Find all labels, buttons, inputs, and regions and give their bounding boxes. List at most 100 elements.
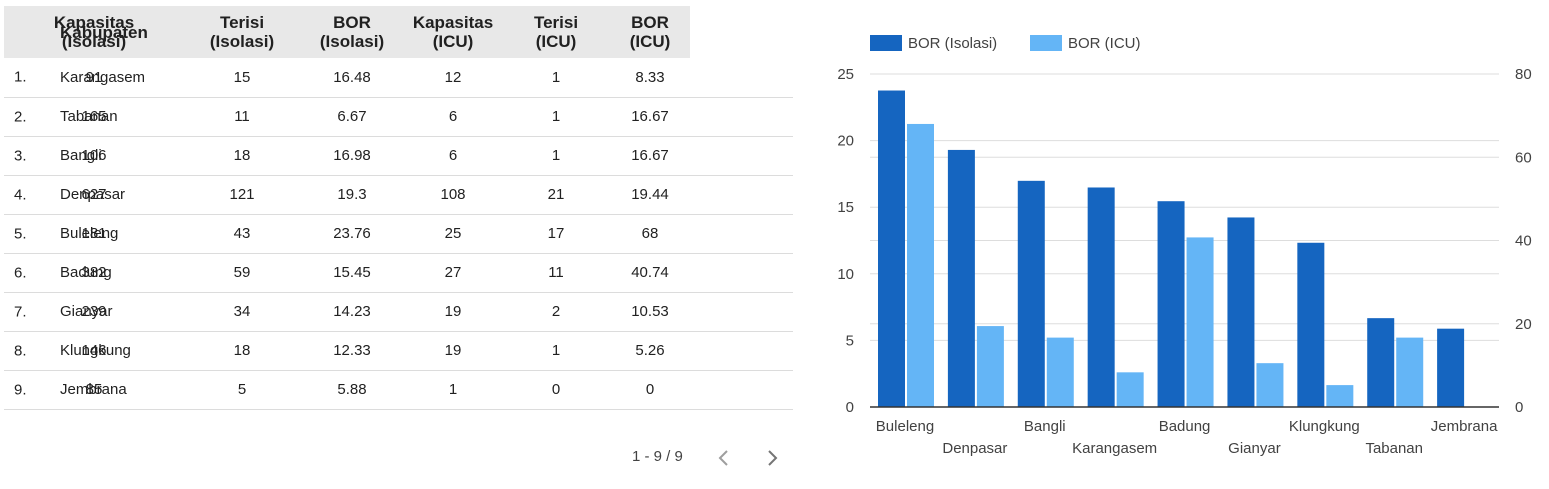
- x-category-label: Badung: [1159, 418, 1211, 435]
- table-row[interactable]: 4. Denpasar 627 121 19.3 108 21 19.44: [4, 175, 793, 214]
- cell-kap-iso: 106: [81, 147, 107, 164]
- cell-ter-iso: 121: [229, 186, 255, 203]
- row-number: 7.: [14, 303, 27, 320]
- table-row[interactable]: 5. Buleleng 181 43 23.76 25 17 68: [4, 214, 793, 253]
- bar-bor-icu: [1256, 363, 1284, 407]
- header-terisi-isolasi[interactable]: Terisi (Isolasi): [209, 13, 275, 51]
- x-category-label: Karangasem: [1072, 440, 1157, 457]
- cell-ter-iso: 18: [233, 342, 251, 359]
- x-category-label: Tabanan: [1365, 440, 1423, 457]
- cell-kap-iso: 146: [81, 342, 107, 359]
- row-number: 2.: [14, 108, 27, 125]
- chevron-right-icon[interactable]: [760, 446, 784, 470]
- cell-kap-icu: 1: [448, 381, 458, 398]
- cell-ter-iso: 34: [233, 303, 251, 320]
- cell-ter-iso: 5: [237, 381, 247, 398]
- table-row[interactable]: 8. Klungkung 146 18 12.33 19 1 5.26: [4, 331, 793, 370]
- header-bor-icu[interactable]: BOR (ICU): [629, 13, 671, 51]
- row-name: Bangli: [60, 147, 102, 164]
- cell-kap-icu: 19: [444, 303, 462, 320]
- cell-bor-iso: 23.76: [333, 225, 371, 242]
- y-right-tick-label: 20: [1515, 316, 1532, 333]
- cell-bor-icu: 16.67: [631, 108, 669, 125]
- row-number: 5.: [14, 225, 27, 242]
- table-row[interactable]: 3. Bangli 106 18 16.98 6 1 16.67: [4, 136, 793, 175]
- y-right-tick-label: 80: [1515, 66, 1532, 83]
- pagination-label: 1 - 9 / 9: [632, 448, 683, 465]
- cell-bor-iso: 19.3: [337, 186, 367, 203]
- cell-kap-icu: 25: [444, 225, 462, 242]
- cell-bor-iso: 12.33: [333, 342, 371, 359]
- legend-swatch: [870, 35, 902, 51]
- table-row[interactable]: 9. Jembrana 85 5 5.88 1 0 0: [4, 370, 793, 409]
- y-left-tick-label: 10: [837, 266, 854, 283]
- y-left-tick-label: 5: [846, 332, 854, 349]
- row-number: 1.: [14, 68, 27, 86]
- bar-bor-icu: [1046, 337, 1074, 407]
- bar-bor-isolasi: [878, 90, 905, 408]
- cell-kap-iso: 85: [85, 381, 103, 398]
- table-row[interactable]: 2. Tabanan 165 11 6.67 6 1 16.67: [4, 97, 793, 136]
- table-row[interactable]: 6. Badung 382 59 15.45 27 11 40.74: [4, 253, 793, 292]
- row-name: Karangasem: [60, 68, 146, 86]
- cell-ter-icu: 1: [551, 68, 561, 86]
- cell-kap-iso: 239: [81, 303, 107, 320]
- cell-bor-icu: 16.67: [631, 147, 669, 164]
- x-category-label: Buleleng: [876, 418, 934, 435]
- legend-label: BOR (Isolasi): [908, 35, 997, 52]
- cell-bor-icu: 0: [645, 381, 655, 398]
- row-name: Badung: [60, 264, 112, 281]
- cell-bor-iso: 6.67: [337, 108, 367, 125]
- y-left-tick-label: 25: [837, 66, 854, 83]
- cell-kap-iso: 181: [81, 225, 107, 242]
- x-category-label: Denpasar: [942, 440, 1007, 457]
- cell-kap-iso: 627: [81, 186, 107, 203]
- cell-kap-icu: 6: [448, 147, 458, 164]
- x-category-label: Gianyar: [1228, 440, 1281, 457]
- table-row[interactable]: 7. Gianyar 239 34 14.23 19 2 10.53: [4, 292, 793, 331]
- legend-swatch: [1030, 35, 1062, 51]
- bar-bor-isolasi: [1227, 217, 1255, 407]
- header-terisi-icu[interactable]: Terisi (ICU): [533, 13, 579, 51]
- table-row[interactable]: 1. Karangasem 91 15 16.48 12 1 8.33: [4, 58, 793, 97]
- y-right-tick-label: 60: [1515, 149, 1532, 166]
- bar-bor-isolasi: [947, 149, 975, 407]
- row-name: Denpasar: [60, 186, 126, 203]
- cell-ter-iso: 59: [233, 264, 251, 281]
- cell-ter-icu: 1: [551, 108, 561, 125]
- row-name: Jembrana: [60, 381, 127, 398]
- cell-bor-icu: 8.33: [635, 68, 665, 86]
- cell-ter-icu: 1: [551, 147, 561, 164]
- row-name: Buleleng: [60, 225, 119, 242]
- x-category-label: Klungkung: [1289, 418, 1360, 435]
- row-name: Tabanan: [60, 108, 118, 125]
- row-number: 6.: [14, 264, 27, 281]
- bor-table: Kabupaten Kapasitas (Isolasi) Terisi (Isol…: [4, 6, 793, 410]
- cell-bor-iso: 15.45: [333, 264, 371, 281]
- cell-bor-iso: 16.48: [333, 68, 371, 86]
- cell-ter-iso: 43: [233, 225, 251, 242]
- header-bor-isolasi[interactable]: BOR (Isolasi): [319, 13, 385, 51]
- cell-ter-icu: 2: [551, 303, 561, 320]
- cell-kap-icu: 108: [440, 186, 466, 203]
- legend-label: BOR (ICU): [1068, 35, 1141, 52]
- cell-ter-iso: 18: [233, 147, 251, 164]
- cell-kap-icu: 12: [444, 68, 462, 86]
- bar-bor-icu: [1396, 337, 1424, 407]
- cell-bor-icu: 68: [641, 225, 659, 242]
- bar-bor-icu: [1186, 237, 1214, 407]
- cell-bor-iso: 16.98: [333, 147, 371, 164]
- cell-kap-icu: 19: [444, 342, 462, 359]
- row-number: 3.: [14, 147, 27, 164]
- cell-ter-icu: 0: [551, 381, 561, 398]
- y-right-tick-label: 0: [1515, 399, 1523, 416]
- bor-bar-chart: 0 5 10 15 20 25 0 20 40 60 80 Buleleng Denpasar Bangl…: [820, 20, 1549, 484]
- cell-ter-iso: 11: [234, 108, 250, 125]
- chevron-left-icon[interactable]: [712, 446, 736, 470]
- cell-bor-iso: 14.23: [333, 303, 371, 320]
- cell-bor-icu: 10.53: [631, 303, 669, 320]
- header-kapasitas-isolasi[interactable]: Kapasitas (Isolasi): [53, 13, 135, 51]
- header-kapasitas-icu[interactable]: Kapasitas (ICU): [412, 13, 494, 51]
- cell-kap-iso: 382: [81, 264, 107, 281]
- cell-ter-iso: 15: [233, 68, 251, 86]
